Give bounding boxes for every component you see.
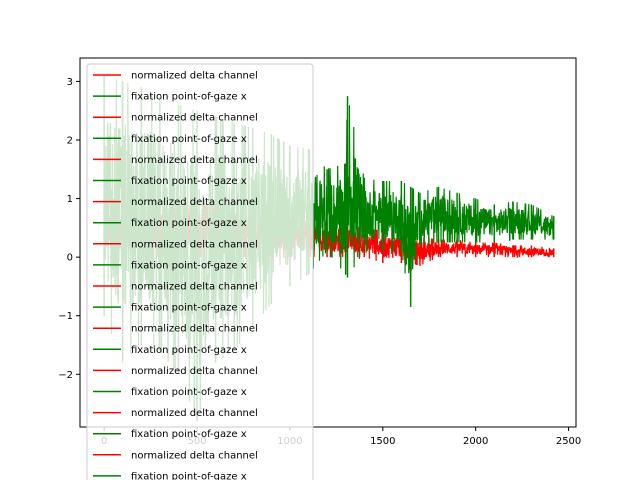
axes-frame xyxy=(79,57,577,428)
legend-label: normalized delta channel xyxy=(131,450,258,461)
y-tick-label: −2 xyxy=(58,370,73,381)
legend: normalized delta channel fixation point-o… xyxy=(86,63,314,480)
x-tick-label: 1500 xyxy=(370,436,395,447)
legend-label: normalized delta channel xyxy=(131,239,258,250)
legend-label: normalized delta channel xyxy=(131,366,258,377)
legend-label: fixation point-of-gaze x xyxy=(131,218,247,229)
legend-label: fixation point-of-gaze x xyxy=(131,92,247,103)
legend-label: fixation point-of-gaze x xyxy=(131,260,247,271)
y-tick-label: 3 xyxy=(67,77,73,88)
legend-label: normalized delta channel xyxy=(131,113,258,124)
legend-label: fixation point-of-gaze x xyxy=(131,429,247,440)
legend-box xyxy=(86,63,314,480)
legend-label: fixation point-of-gaze x xyxy=(131,387,247,398)
legend-label: fixation point-of-gaze x xyxy=(131,303,247,314)
legend-label: normalized delta channel xyxy=(131,197,258,208)
x-tick-label: 2000 xyxy=(463,436,488,447)
y-tick-label: 1 xyxy=(67,194,73,205)
legend-label: fixation point-of-gaze x xyxy=(131,345,247,356)
x-tick-label: 2500 xyxy=(556,436,581,447)
legend-label: normalized delta channel xyxy=(131,324,258,335)
legend-label: normalized delta channel xyxy=(131,282,258,293)
legend-label: normalized delta channel xyxy=(131,155,258,166)
legend-label: normalized delta channel xyxy=(131,71,258,82)
legend-label: normalized delta channel xyxy=(131,408,258,419)
legend-label: fixation point-of-gaze x xyxy=(131,471,247,480)
y-tick-label: 2 xyxy=(67,136,73,147)
legend-label: fixation point-of-gaze x xyxy=(131,176,247,187)
y-tick-label: −1 xyxy=(58,311,73,322)
legend-label: fixation point-of-gaze x xyxy=(131,134,247,145)
y-tick-label: 0 xyxy=(67,253,73,264)
